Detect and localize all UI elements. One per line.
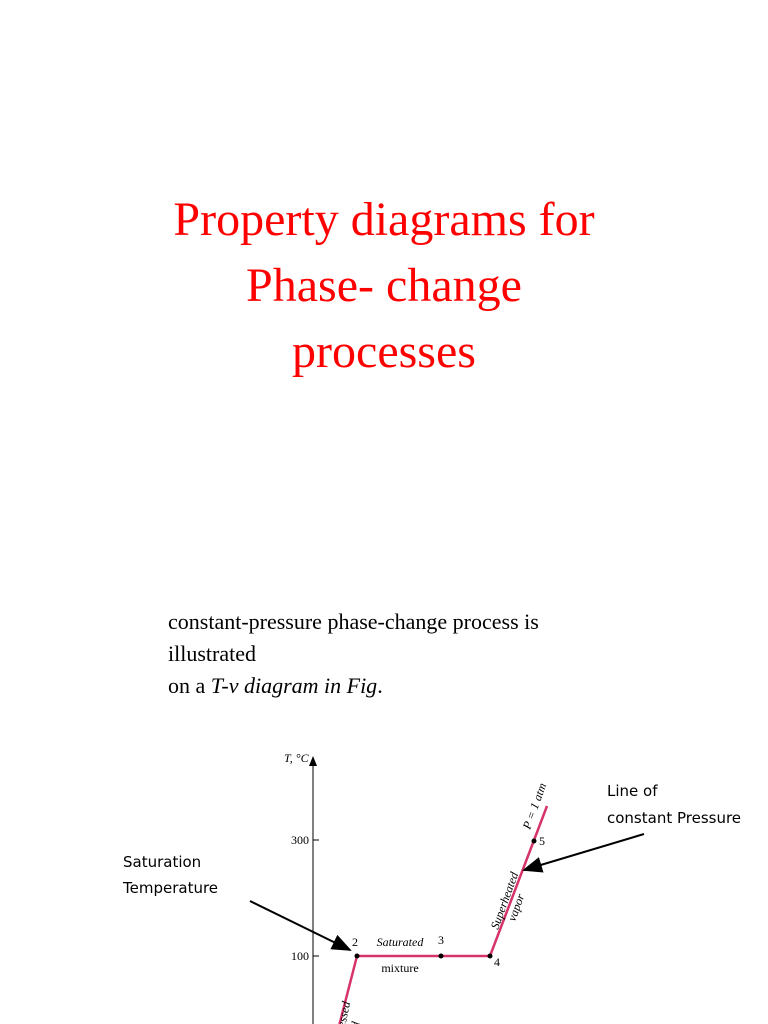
body-line: illustrated [168,641,256,666]
annotation: Line of [607,782,658,800]
state-point [531,838,537,844]
body-line: constant-pressure phase-change process i… [168,609,539,634]
pressure-label: P = 1 atm [519,781,549,832]
annotation: Saturation [123,853,201,871]
body-italic: T-v diagram in Fig [210,673,378,698]
process-line [338,805,549,1024]
title-line: processes [292,325,476,378]
annotation-arrow [249,900,352,951]
annotation-arrow [522,833,645,873]
point-label: 2 [352,935,358,949]
title-line: Property diagrams for [173,193,595,246]
region-label: mixture [381,961,418,975]
body-text: on a [168,673,211,698]
axis-arrow [309,756,317,766]
region-label: liquid [343,1019,363,1024]
body-text: . [377,673,383,698]
point-label: 5 [539,834,545,848]
tick-label: 300 [291,833,309,847]
state-point [487,953,493,959]
tick-label: 100 [291,949,309,963]
annotation: constant Pressure [607,809,741,827]
body-line: on a T-v diagram in Fig. [168,673,383,699]
axis-label: T, °C [284,751,310,765]
annotation: Temperature [122,879,218,897]
title-line: Phase- change [246,259,522,312]
region-label: Saturated [377,935,425,949]
state-point [354,953,360,959]
state-point [438,953,444,959]
region-label: Compressed [327,999,353,1024]
point-label: 3 [438,933,444,947]
point-label: 4 [494,955,500,969]
